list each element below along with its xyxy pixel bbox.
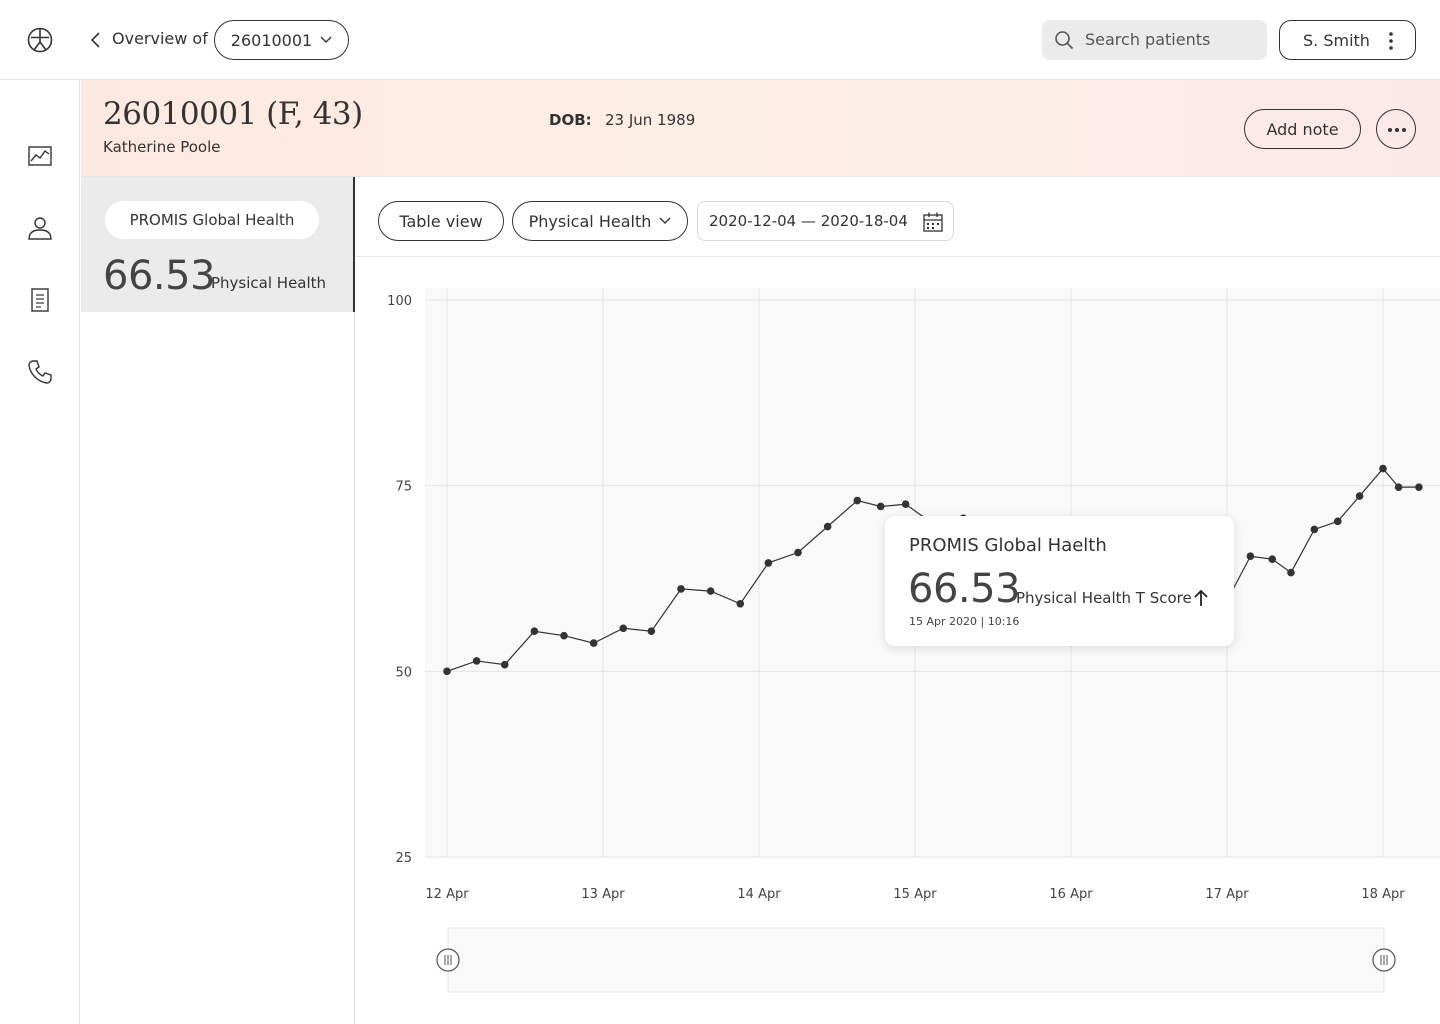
data-point: [1415, 483, 1423, 491]
date-range-value: 2020-12-04 — 2020-18-04: [709, 212, 908, 230]
tooltip-title: PROMIS Global Haelth: [909, 535, 1107, 556]
data-point: [794, 548, 802, 557]
data-point: [736, 599, 745, 608]
data-point: [500, 660, 509, 669]
data-point: [1333, 517, 1342, 526]
search-icon: [1055, 31, 1074, 50]
chevron-down-icon: [659, 217, 671, 224]
measure-card[interactable]: PROMIS Global Health 66.53 Physical Heal…: [81, 177, 353, 312]
data-point: [589, 639, 598, 647]
x-tick-label: 13 Apr: [581, 887, 625, 902]
y-tick-label: 25: [395, 851, 412, 866]
document-icon[interactable]: [26, 286, 54, 314]
data-point: [1394, 483, 1403, 491]
chart-toolbar: Table view Physical Health 2020-12-04 — …: [355, 177, 1440, 257]
patient-selector-dropdown[interactable]: 26010001: [214, 20, 349, 60]
data-point: [1310, 525, 1319, 534]
data-point: [876, 502, 885, 511]
measure-unit: Physical Health: [211, 274, 327, 292]
dob-value: 23 Jun 1989: [605, 111, 696, 129]
overview-label: Overview of: [112, 29, 208, 48]
data-point: [619, 624, 628, 633]
data-point: [764, 559, 773, 567]
table-view-button[interactable]: Table view: [378, 201, 504, 241]
chart-icon[interactable]: [26, 142, 54, 170]
patient-selector-value: 26010001: [230, 30, 313, 50]
category-value: Physical Health: [528, 211, 652, 231]
y-tick-label: 100: [387, 294, 412, 309]
x-tick-label: 16 Apr: [1049, 887, 1093, 902]
add-note-button[interactable]: Add note: [1244, 109, 1361, 149]
x-tick-label: 15 Apr: [893, 887, 937, 902]
top-bar: Overview of 26010001 Search patients S. …: [0, 0, 1440, 80]
data-point: [1355, 492, 1364, 500]
data-point: [853, 496, 862, 505]
data-point: [677, 585, 685, 593]
user-name: S. Smith: [1303, 30, 1370, 50]
y-tick-label: 50: [395, 665, 412, 680]
data-point: [443, 667, 451, 676]
x-tick-label: 14 Apr: [737, 887, 781, 902]
measure-score: 66.53: [103, 253, 216, 299]
y-tick-label: 75: [395, 480, 412, 495]
date-range-picker[interactable]: 2020-12-04 — 2020-18-04: [697, 201, 954, 241]
left-navigation: [0, 80, 80, 1024]
data-point: [901, 500, 910, 509]
dob-label: DOB:: [549, 111, 592, 129]
back-chevron-icon[interactable]: [88, 28, 104, 52]
tooltip-unit: Physical Health T Score: [1016, 589, 1192, 607]
patient-name: Katherine Poole: [103, 138, 221, 156]
kebab-menu-icon: [1389, 32, 1393, 50]
more-options-button[interactable]: [1376, 109, 1416, 149]
range-navigator: [447, 927, 1385, 993]
person-icon[interactable]: [26, 214, 54, 242]
arrow-up-icon: [1194, 589, 1208, 606]
data-point: [1268, 555, 1277, 563]
accessibility-logo-icon[interactable]: [26, 26, 54, 54]
measures-side-panel: PROMIS Global Health 66.53 Physical Heal…: [81, 177, 360, 1024]
data-point: [530, 627, 539, 636]
x-tick-label: 12 Apr: [425, 887, 469, 902]
measure-instrument-chip: PROMIS Global Health: [105, 201, 319, 239]
data-point: [823, 522, 832, 531]
data-point: [1379, 464, 1387, 473]
data-point: [472, 657, 481, 665]
category-dropdown[interactable]: Physical Health: [512, 201, 688, 241]
x-tick-label: 17 Apr: [1205, 887, 1249, 902]
data-point: [1287, 568, 1295, 577]
tooltip-score: 66.53: [908, 566, 1021, 612]
data-point: [647, 627, 656, 636]
calendar-icon: [923, 212, 943, 232]
patient-id-line: 26010001 (F, 43): [103, 96, 363, 132]
tooltip-timestamp: 15 Apr 2020 | 10:16: [909, 615, 1020, 628]
chevron-down-icon: [320, 36, 332, 43]
data-point: [560, 631, 568, 640]
user-menu-button[interactable]: S. Smith: [1279, 20, 1416, 60]
data-point: [706, 587, 715, 595]
search-placeholder: Search patients: [1085, 30, 1211, 49]
x-tick-label: 18 Apr: [1361, 887, 1405, 902]
patient-header: 26010001 (F, 43) Katherine Poole DOB: 23…: [81, 80, 1440, 177]
data-point: [1246, 552, 1255, 561]
phone-icon[interactable]: [26, 358, 54, 386]
data-point-tooltip: PROMIS Global Haelth 66.53 Physical Heal…: [885, 516, 1234, 646]
search-input[interactable]: Search patients: [1042, 20, 1267, 60]
